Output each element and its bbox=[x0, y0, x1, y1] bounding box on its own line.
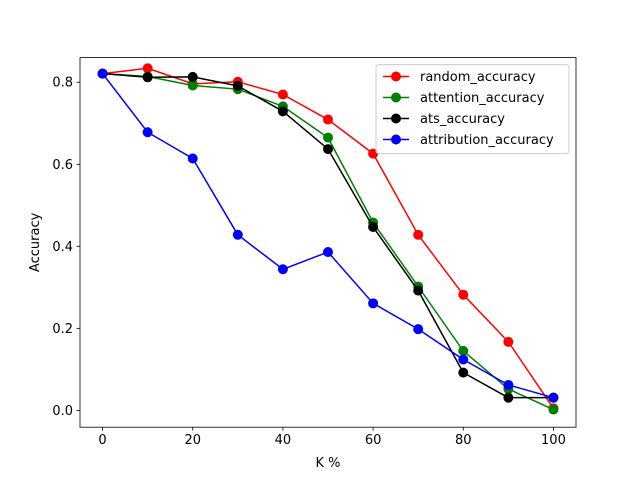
legend-item: attention_accuracy bbox=[383, 91, 545, 106]
legend: random_accuracy attention_accuracy ats_acc… bbox=[375, 64, 570, 155]
legend-marker bbox=[391, 113, 401, 124]
y-tick-label: 0.0 bbox=[52, 404, 73, 419]
legend-label: attribution_accuracy bbox=[420, 133, 554, 148]
x-tick-label: 80 bbox=[455, 433, 472, 448]
data-point bbox=[187, 71, 198, 82]
legend-marker bbox=[391, 92, 401, 103]
data-point bbox=[142, 63, 153, 74]
data-point bbox=[368, 222, 379, 233]
legend-label: random_accuracy bbox=[420, 70, 536, 85]
series-attribution_accuracy bbox=[97, 68, 559, 403]
data-point bbox=[323, 247, 333, 258]
data-point bbox=[413, 229, 424, 240]
legend-marker bbox=[391, 134, 401, 145]
data-point bbox=[187, 153, 198, 164]
x-axis-label: K % bbox=[315, 456, 340, 471]
x-tick-label: 60 bbox=[365, 433, 382, 448]
plot-frame bbox=[79, 57, 577, 428]
legend-item: attribution_accuracy bbox=[383, 133, 554, 148]
data-point bbox=[323, 114, 333, 125]
x-tick-label: 20 bbox=[184, 433, 201, 448]
data-point bbox=[413, 285, 424, 296]
data-point bbox=[458, 345, 469, 356]
legend-item: ats_accuracy bbox=[383, 112, 505, 127]
data-point bbox=[323, 144, 333, 155]
legend-item: random_accuracy bbox=[383, 70, 536, 85]
data-point bbox=[548, 392, 559, 403]
data-point bbox=[277, 264, 288, 275]
y-tick-label: 0.4 bbox=[52, 240, 73, 255]
data-point bbox=[142, 72, 153, 83]
data-point bbox=[232, 229, 243, 240]
legend-label: ats_accuracy bbox=[420, 112, 505, 127]
data-point bbox=[232, 80, 243, 91]
data-point bbox=[503, 336, 514, 347]
x-axis-ticks: 0 20 40 60 80 100 bbox=[98, 427, 566, 448]
data-point bbox=[458, 367, 469, 378]
legend-marker bbox=[391, 71, 401, 82]
data-point bbox=[142, 127, 153, 138]
legend-label: attention_accuracy bbox=[420, 91, 545, 106]
data-point bbox=[503, 379, 514, 390]
data-point bbox=[277, 89, 288, 100]
data-point bbox=[277, 106, 288, 117]
data-point bbox=[548, 404, 559, 415]
x-tick-label: 100 bbox=[541, 433, 566, 448]
data-point bbox=[458, 354, 469, 365]
y-tick-label: 0.6 bbox=[52, 158, 73, 173]
x-tick-label: 40 bbox=[275, 433, 292, 448]
legend-frame bbox=[375, 64, 570, 155]
y-axis-label: Accuracy bbox=[28, 212, 43, 272]
data-point bbox=[458, 289, 469, 300]
data-point bbox=[97, 68, 108, 79]
y-axis-ticks: 0.0 0.2 0.4 0.6 0.8 bbox=[52, 76, 80, 419]
data-point bbox=[187, 80, 198, 91]
data-point bbox=[368, 298, 379, 309]
data-point bbox=[413, 324, 424, 335]
y-tick-label: 0.2 bbox=[52, 322, 73, 337]
data-point bbox=[323, 132, 333, 143]
y-tick-label: 0.8 bbox=[52, 76, 73, 91]
legend-items: random_accuracy attention_accuracy ats_acc… bbox=[383, 70, 554, 148]
x-tick-label: 0 bbox=[98, 433, 106, 448]
data-point bbox=[503, 392, 514, 403]
series-layer bbox=[97, 63, 559, 415]
